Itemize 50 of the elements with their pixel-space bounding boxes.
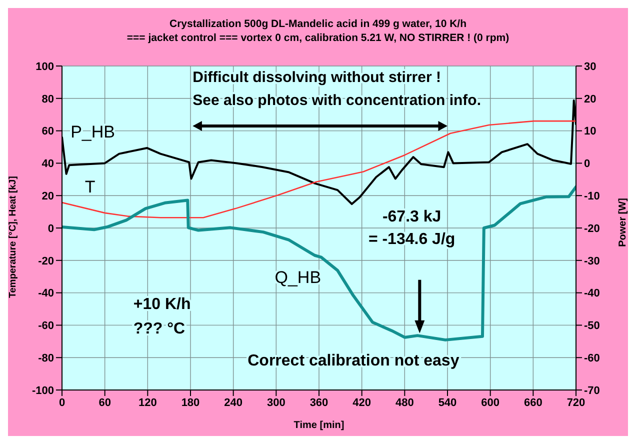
y-tick-label: -20 [38, 255, 54, 268]
x-tick-label: 180 [181, 396, 200, 409]
x-tick-label: 360 [310, 396, 328, 409]
x-tick-label: 540 [438, 396, 457, 409]
x-tick-label: 660 [524, 396, 542, 409]
y2-tick-label: 0 [584, 158, 590, 170]
y-tick-label: -40 [38, 288, 54, 300]
y2-tick-label: -30 [584, 255, 600, 268]
x-axis-title: Time [min] [294, 420, 344, 431]
y-tick-label: -100 [32, 384, 54, 397]
annotation: +10 K/h [133, 296, 191, 313]
annotation: -67.3 kJ [382, 208, 442, 226]
y2-tick-label: 20 [584, 93, 596, 106]
x-tick-label: 0 [58, 396, 66, 409]
y2-tick-label: -20 [584, 222, 600, 235]
annotation: = -134.6 J/g [368, 231, 456, 248]
series-label: P_HB [70, 122, 115, 142]
series-label: Q_HB [274, 268, 322, 288]
y-tick-label: 40 [42, 158, 54, 170]
y2-tick-label: -40 [584, 288, 600, 300]
y-axis-title: Temperature [°C], Heat [kJ] [7, 176, 18, 298]
x-tick-label: 600 [481, 396, 500, 409]
y2-tick-label: -70 [584, 384, 600, 397]
annotation: See also photos with concentration info. [192, 92, 481, 109]
x-tick-label: 720 [566, 396, 586, 409]
annotation: ??? °C [133, 320, 186, 338]
x-tick-label: 480 [395, 396, 414, 409]
y2-tick-label: 30 [584, 60, 596, 73]
y-tick-label: -60 [38, 320, 54, 332]
y-tick-label: 0 [48, 222, 54, 235]
y-tick-label: 60 [42, 126, 54, 138]
series-label: T [84, 177, 96, 196]
x-tick-label: 240 [224, 396, 243, 409]
y-tick-label: 20 [42, 190, 54, 203]
y-tick-label: 100 [36, 60, 54, 73]
y2-tick-label: -50 [584, 320, 600, 332]
y2-axis-title: Power [W] [618, 198, 629, 247]
x-tick-label: 420 [352, 396, 372, 409]
y-tick-label: 80 [42, 93, 54, 106]
y2-tick-label: -10 [584, 190, 600, 203]
chart-title: Crystallization 500g DL-Mandelic acid in 499 g water, 10 K/h [168, 18, 468, 30]
x-tick-label: 60 [98, 396, 111, 409]
x-tick-label: 120 [138, 396, 157, 409]
y2-tick-label: -60 [584, 352, 600, 365]
annotation: Correct calibration not easy [248, 352, 460, 370]
annotation: Difficult dissolving without stirrer ! [192, 69, 441, 86]
x-tick-label: 300 [266, 396, 286, 409]
y2-tick-label: 10 [584, 126, 596, 138]
y-tick-label: -80 [38, 352, 54, 365]
chart-subtitle: === jacket control === vortex 0 cm, calibration 5.21 W, NO STIRRER ! (0 rpm) [126, 32, 510, 44]
